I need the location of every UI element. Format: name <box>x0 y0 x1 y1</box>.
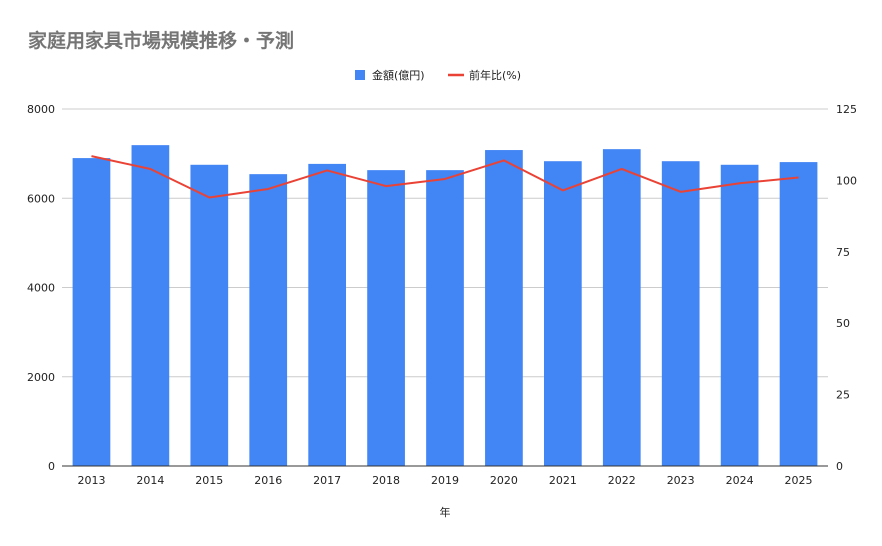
y-tick-label-right: 25 <box>836 389 850 402</box>
x-tick-label: 2021 <box>549 474 577 487</box>
y-tick-label-left: 0 <box>48 460 55 473</box>
y-axis-right-ticks: 0 25 50 75 100 125 <box>836 103 857 473</box>
bar <box>249 174 288 466</box>
bar <box>602 149 641 466</box>
x-axis-ticks: 2013 2014 2015 2016 2017 2018 2019 2020 2021 2022… <box>77 474 812 487</box>
bar <box>720 164 759 466</box>
x-tick-label: 2019 <box>431 474 459 487</box>
bar <box>190 164 229 466</box>
y-tick-label-right: 0 <box>836 460 843 473</box>
y-tick-label-right: 100 <box>836 174 857 187</box>
x-tick-label: 2020 <box>490 474 518 487</box>
bar <box>426 170 464 467</box>
legend-bar-label: 金額(億円) <box>372 68 425 82</box>
y-tick-label-left: 2000 <box>27 371 55 384</box>
x-tick-label: 2023 <box>667 474 695 487</box>
bar <box>308 163 347 467</box>
y-axis-left-ticks: 0 2000 4000 6000 8000 <box>27 103 55 473</box>
line-series <box>91 155 799 199</box>
x-axis-title: 年 <box>440 505 451 519</box>
legend-line-label: 前年比(%) <box>469 68 521 82</box>
x-tick-label: 2018 <box>372 474 400 487</box>
bar <box>543 161 582 466</box>
chart-title: 家庭用家具市場規模推移・予測 <box>28 29 294 52</box>
bar <box>131 145 170 467</box>
bar <box>72 158 111 466</box>
y-tick-label-right: 125 <box>836 103 857 116</box>
y-tick-label-left: 4000 <box>27 282 55 295</box>
legend: 金額(億円) 前年比(%) <box>355 68 521 82</box>
x-tick-label: 2025 <box>785 474 813 487</box>
y-tick-label-left: 8000 <box>27 103 55 116</box>
x-tick-label: 2017 <box>313 474 341 487</box>
x-tick-label: 2016 <box>254 474 282 487</box>
bar-series <box>72 145 818 467</box>
bar <box>485 150 523 466</box>
bar <box>661 161 700 466</box>
legend-bar-swatch <box>355 70 365 80</box>
x-tick-label: 2014 <box>136 474 164 487</box>
x-tick-label: 2024 <box>726 474 754 487</box>
y-tick-label-left: 6000 <box>27 192 55 205</box>
y-tick-label-right: 75 <box>836 246 850 259</box>
x-tick-label: 2015 <box>195 474 223 487</box>
x-tick-label: 2013 <box>77 474 105 487</box>
bar <box>779 162 818 466</box>
bar <box>367 170 405 467</box>
y-tick-label-right: 50 <box>836 317 850 330</box>
x-tick-label: 2022 <box>608 474 636 487</box>
